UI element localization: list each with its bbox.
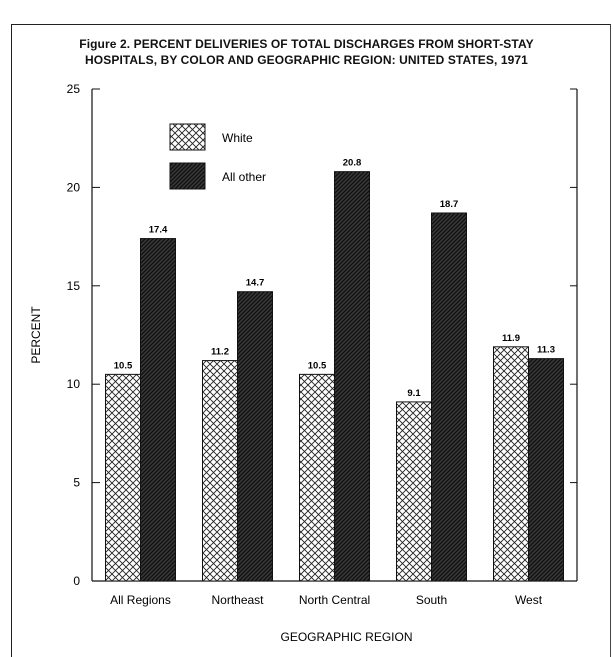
chart-title-line-1: Figure 2. PERCENT DELIVERIES OF TOTAL DI… bbox=[79, 37, 534, 51]
bar-white bbox=[105, 373, 141, 582]
legend-swatch-white bbox=[169, 123, 206, 151]
bar-value-label: 17.4 bbox=[149, 225, 168, 236]
y-tick-label: 5 bbox=[73, 476, 80, 490]
bar-value-label: 9.1 bbox=[407, 388, 421, 399]
y-tick-label: 10 bbox=[67, 377, 81, 391]
bar-value-label: 10.5 bbox=[308, 360, 327, 371]
bar-value-label: 18.7 bbox=[440, 199, 459, 210]
y-tick-label: 20 bbox=[67, 180, 81, 194]
legend-label-all-other: All other bbox=[222, 170, 266, 184]
y-tick-label: 0 bbox=[73, 574, 80, 588]
bar-all-other bbox=[528, 358, 564, 582]
x-tick-label: West bbox=[515, 593, 543, 607]
legend-swatch-all-other bbox=[169, 162, 206, 190]
bar-white bbox=[396, 401, 432, 582]
y-axis-label: PERCENT bbox=[29, 306, 43, 364]
y-tick-label: 15 bbox=[67, 279, 81, 293]
bar-value-label: 10.5 bbox=[114, 360, 133, 371]
bar-value-label: 11.9 bbox=[502, 333, 520, 344]
bar-value-label: 11.3 bbox=[537, 345, 555, 356]
x-tick-label: Northeast bbox=[211, 593, 264, 607]
bar-value-label: 14.7 bbox=[246, 278, 265, 289]
y-tick-label: 25 bbox=[67, 82, 81, 96]
bar-white bbox=[493, 346, 529, 582]
bar-all-other bbox=[140, 238, 176, 582]
x-tick-label: All Regions bbox=[110, 593, 171, 607]
x-tick-label: North Central bbox=[299, 593, 370, 607]
bar-all-other bbox=[431, 212, 467, 582]
bars bbox=[105, 171, 564, 582]
bar-white bbox=[202, 360, 238, 582]
legend: White All other bbox=[169, 123, 266, 190]
legend-label-white: White bbox=[222, 131, 253, 145]
bar-value-label: 20.8 bbox=[343, 158, 362, 169]
bar-white bbox=[299, 373, 335, 582]
bar-all-other bbox=[334, 171, 370, 582]
labels: 10.5 17.4 11.2 14.7 10.5 20.8 9.1 18.7 11.9 11.3 bbox=[114, 158, 555, 399]
x-axis-label: GEOGRAPHIC REGION bbox=[280, 630, 412, 644]
bar-all-other bbox=[237, 291, 273, 582]
chart-title-line-2: HOSPITALS, BY COLOR AND GEOGRAPHIC REGIO… bbox=[85, 53, 528, 67]
x-tick-label: South bbox=[416, 593, 447, 607]
bar-value-label: 11.2 bbox=[211, 347, 229, 358]
figure-frame bbox=[11, 24, 611, 657]
